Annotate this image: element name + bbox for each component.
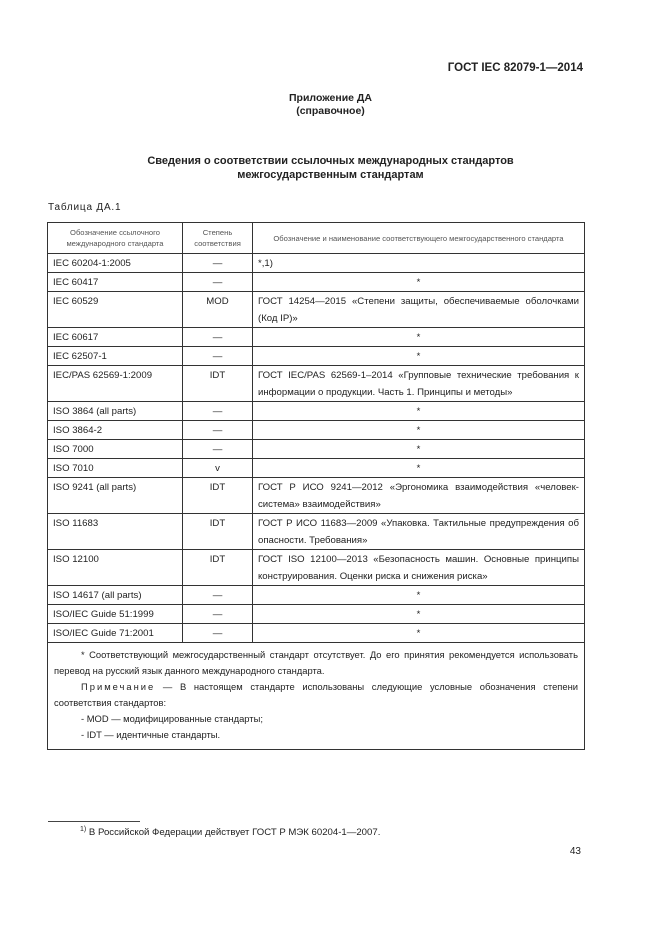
ref-standard-cell: IEC 60204-1:2005 (47, 253, 183, 273)
table-row: ISO 11683 IDT ГОСТ Р ИСО 11683—2009 «Упако… (47, 513, 585, 550)
table-row: IEC 62507-1— * (47, 346, 585, 366)
gost-cell: *,1) (252, 253, 585, 273)
correspondence-table: Обозначение ссылочного международного ст… (47, 222, 585, 750)
table-notes-row: * Соответствующий межгосударственный ста… (47, 642, 585, 750)
degree-cell: — (182, 585, 253, 605)
note-label: Примечание (81, 681, 156, 692)
degree-cell: — (182, 604, 253, 624)
footnote-divider (48, 821, 140, 822)
annex-title: Приложение ДА (289, 92, 372, 104)
table-caption: Таблица ДА.1 (48, 202, 122, 213)
degree-cell: IDT (182, 513, 253, 550)
gost-cell: * (252, 401, 585, 421)
table-row: IEC 60204-1:2005— *,1) (47, 253, 585, 273)
ref-standard-cell: IEC 60529 (47, 291, 183, 328)
gost-cell: * (252, 272, 585, 292)
table-row: ISO 7000— * (47, 439, 585, 459)
section-title: Сведения о соответствии ссылочных междун… (0, 154, 661, 182)
degree-cell: — (182, 439, 253, 459)
degree-cell: IDT (182, 477, 253, 514)
degree-cell: — (182, 623, 253, 643)
ref-standard-cell: IEC 62507-1 (47, 346, 183, 366)
degree-cell: — (182, 420, 253, 440)
table-row: IEC 60529 MOD ГОСТ 14254—2015 «Степени защ… (47, 291, 585, 328)
table-row: ISO 7010 v * (47, 458, 585, 478)
degree-cell: — (182, 401, 253, 421)
note-paragraph: Примечание — В настоящем стандарте испол… (54, 679, 578, 711)
gost-cell: * (252, 439, 585, 459)
column-header: Обозначение и наименование соответствующ… (252, 222, 585, 254)
table-row: ISO 3864 (all parts) — * (47, 401, 585, 421)
ref-standard-cell: ISO 7000 (47, 439, 183, 459)
section-title-line2: межгосударственным стандартам (237, 169, 424, 181)
section-title-line1: Сведения о соответствии ссылочных междун… (147, 155, 514, 167)
table-row: ISO 14617 (all parts) — * (47, 585, 585, 605)
page-number: 43 (569, 846, 581, 857)
table-row: ISO/IEC Guide 71:2001— * (47, 623, 585, 643)
footnote-text: В Российской Федерации действует ГОСТ Р … (86, 827, 381, 839)
column-header: Степень соответствия (182, 222, 253, 254)
ref-standard-cell: ISO 14617 (all parts) (47, 585, 183, 605)
degree-cell: IDT (182, 365, 253, 402)
footnote-mark: 1) (80, 826, 87, 833)
annex-subtitle: (справочное) (296, 105, 365, 117)
ref-standard-cell: IEC/PAS 62569-1:2009 (47, 365, 183, 402)
gost-cell: * (252, 585, 585, 605)
ref-standard-cell: ISO 9241 (all parts) (47, 477, 183, 514)
table-header-row: Обозначение ссылочного международного ст… (47, 222, 585, 254)
gost-cell: * (252, 346, 585, 366)
table-row: IEC 60617— * (47, 327, 585, 347)
gost-cell: * (252, 420, 585, 440)
gost-cell: ГОСТ IEC/PAS 62569-1–2014 «Групповые тех… (252, 365, 585, 402)
document-code: ГОСТ IEC 82079-1—2014 (447, 62, 583, 74)
ref-standard-cell: IEC 60617 (47, 327, 183, 347)
gost-cell: * (252, 327, 585, 347)
table-row: IEC 60417— * (47, 272, 585, 292)
gost-cell: * (252, 458, 585, 478)
note-item: - MOD — модифицированные стандарты; (81, 713, 263, 724)
gost-cell: * (252, 623, 585, 643)
ref-standard-cell: ISO/IEC Guide 51:1999 (47, 604, 183, 624)
gost-cell: ГОСТ ISO 12100—2013 «Безопасность машин.… (252, 549, 585, 586)
ref-standard-cell: ISO 3864-2 (47, 420, 183, 440)
table-row: ISO 9241 (all parts) IDT ГОСТ Р ИСО 9241—2… (47, 477, 585, 514)
degree-cell: — (182, 327, 253, 347)
column-header: Обозначение ссылочного международного ст… (47, 222, 183, 254)
gost-cell: ГОСТ Р ИСО 11683—2009 «Упаковка. Тактиль… (252, 513, 585, 550)
annex-heading: Приложение ДА (справочное) (0, 92, 661, 118)
footnote: 1) В Российской Федерации действует ГОСТ… (80, 826, 380, 838)
table-row: ISO/IEC Guide 51:1999— * (47, 604, 585, 624)
degree-cell: — (182, 272, 253, 292)
ref-standard-cell: ISO 11683 (47, 513, 183, 550)
gost-cell: ГОСТ Р ИСО 9241—2012 «Эргономика взаимод… (252, 477, 585, 514)
table-row: ISO 12100 IDT ГОСТ ISO 12100—2013 «Безопас… (47, 549, 585, 586)
table-row: IEC/PAS 62569-1:2009 IDT ГОСТ IEC/PAS 6256… (47, 365, 585, 402)
gost-cell: * (252, 604, 585, 624)
degree-cell: MOD (182, 291, 253, 328)
ref-standard-cell: ISO 3864 (all parts) (47, 401, 183, 421)
table-row: ISO 3864-2— * (47, 420, 585, 440)
degree-cell: IDT (182, 549, 253, 586)
ref-standard-cell: IEC 60417 (47, 272, 183, 292)
note-item: - IDT — идентичные стандарты. (81, 729, 221, 740)
ref-standard-cell: ISO 7010 (47, 458, 183, 478)
degree-cell: — (182, 253, 253, 273)
asterisk-note: * Соответствующий межгосударственный ста… (54, 649, 578, 676)
degree-cell: v (182, 458, 253, 478)
ref-standard-cell: ISO/IEC Guide 71:2001 (47, 623, 183, 643)
gost-cell: ГОСТ 14254—2015 «Степени защиты, обеспеч… (252, 291, 585, 328)
ref-standard-cell: ISO 12100 (47, 549, 183, 586)
degree-cell: — (182, 346, 253, 366)
note-text: — В настоящем стандарте использованы сле… (54, 681, 578, 708)
